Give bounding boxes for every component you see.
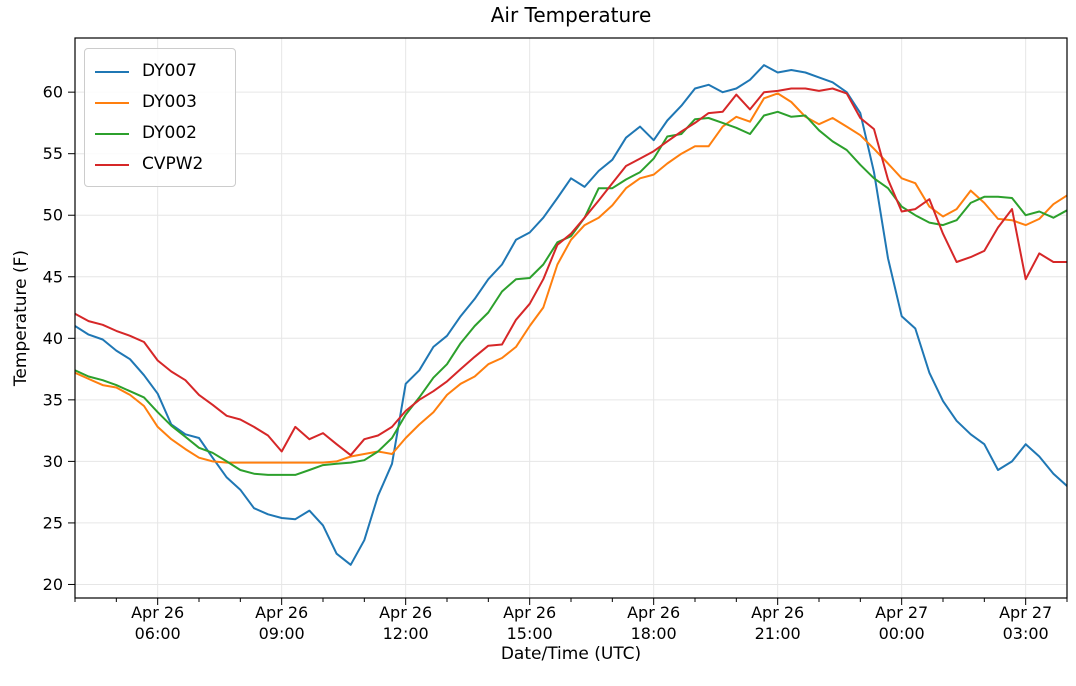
legend-swatch-DY002 [95,132,129,135]
legend: DY007 DY003 DY002 CVPW2 [84,48,236,187]
y-tick-label: 35 [43,390,63,409]
x-tick-label: Apr 26 21:00 [751,603,804,643]
legend-item-DY003: DY003 [95,87,235,118]
x-axis-label: Date/Time (UTC) [500,644,642,664]
x-tick-label: Apr 26 15:00 [503,603,556,643]
x-tick-label: Apr 26 12:00 [379,603,432,643]
y-tick-label: 20 [43,575,63,594]
gridlines [75,38,1067,598]
x-tick-label: Apr 27 03:00 [999,603,1052,643]
y-tick-label: 50 [43,206,63,225]
x-tick-label: Apr 26 09:00 [255,603,308,643]
series-lines [75,64,1067,566]
series-line-DY002 [75,110,1067,476]
x-tick-label: Apr 26 06:00 [131,603,184,643]
legend-label-DY003: DY003 [142,92,197,112]
legend-item-DY007: DY007 [95,56,235,87]
y-tick-label: 55 [43,144,63,163]
x-tick-label: Apr 27 00:00 [875,603,928,643]
series-line-CVPW2 [75,87,1067,457]
legend-label-DY002: DY002 [142,123,197,143]
y-tick-label: 45 [43,267,63,286]
legend-label-DY007: DY007 [142,61,197,81]
legend-item-CVPW2: CVPW2 [95,149,235,180]
series-line-DY007 [75,64,1067,566]
legend-swatch-DY003 [95,101,129,104]
x-tick-labels: Apr 26 06:00 Apr 26 09:00 Apr 26 12:00 Apr 26 1… [131,603,1052,643]
legend-label-CVPW2: CVPW2 [142,154,204,174]
axis-ticks [68,91,1068,605]
y-tick-label: 60 [43,83,63,102]
legend-swatch-CVPW2 [95,163,129,166]
series-line-DY003 [75,92,1067,464]
y-tick-labels: 20 25 30 35 40 45 50 55 60 [43,83,63,594]
legend-swatch-DY007 [95,70,129,73]
x-tick-label: Apr 26 18:00 [627,603,680,643]
chart-title: Air Temperature [490,3,652,27]
y-tick-label: 30 [43,452,63,471]
y-tick-label: 25 [43,513,63,532]
y-axis-label: Temperature (F) [11,249,31,387]
legend-item-DY002: DY002 [95,118,235,149]
y-tick-label: 40 [43,329,63,348]
